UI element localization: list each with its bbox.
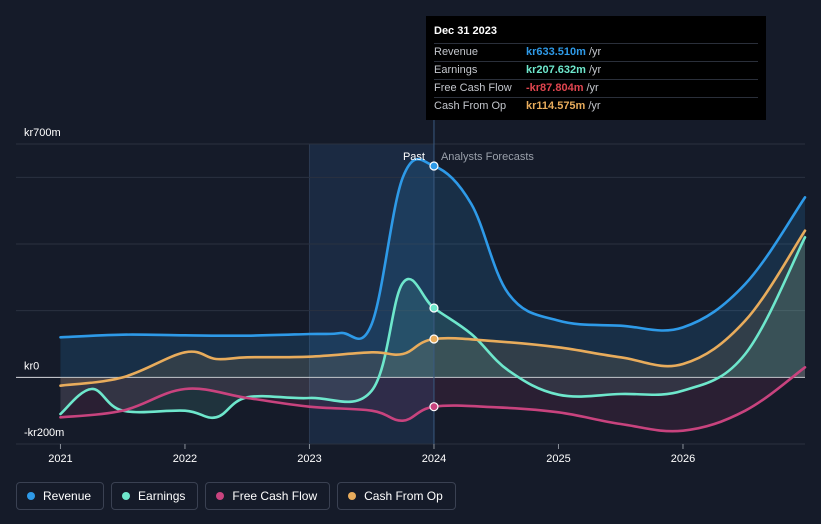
tooltip-row-free-cash-flow: Free Cash Flow -kr87.804m /yr [434, 79, 758, 97]
tooltip-row-earnings: Earnings kr207.632m /yr [434, 61, 758, 79]
y-tick-label: kr0 [24, 360, 39, 372]
legend-dot-icon [122, 492, 131, 500]
tooltip-label: Free Cash Flow [434, 82, 512, 94]
line-free-cash-flow [59, 366, 807, 433]
tooltip-label: Earnings [434, 64, 478, 76]
legend-item-cash-from-op[interactable]: Cash From Op [337, 482, 456, 510]
marker-revenue [429, 161, 439, 171]
marker-earnings [429, 303, 439, 313]
tooltip-unit: /yr [588, 46, 602, 58]
legend-label: Revenue [43, 489, 92, 503]
tooltip-unit: /yr [586, 82, 599, 94]
tooltip: Dec 31 2023 Revenue kr633.510m /yr Earni… [426, 16, 766, 120]
area-revenue [60, 159, 805, 378]
tooltip-label: Cash From Op [434, 100, 507, 112]
x-tick-label: 2023 [297, 453, 321, 465]
line-earnings [59, 236, 807, 420]
tooltip-row-cash-from-op: Cash From Op kr114.575m /yr [434, 97, 758, 115]
area-earnings [60, 237, 805, 418]
past-region-shade [309, 144, 434, 444]
past-label: Past [403, 151, 425, 163]
x-axis-ticks: 2021 2022 2023 2024 2025 2026 [48, 444, 695, 465]
area-free-cash-flow [60, 367, 805, 432]
legend-dot-icon [216, 492, 225, 500]
line-cash-from-op [59, 229, 807, 387]
tooltip-value: kr207.632m [526, 64, 586, 76]
series-lines [59, 157, 807, 433]
gridlines [16, 143, 805, 445]
line-revenue [59, 157, 807, 340]
legend-dot-icon [348, 492, 357, 500]
tooltip-label: Revenue [434, 46, 479, 58]
legend-item-free-cash-flow[interactable]: Free Cash Flow [205, 482, 331, 510]
legend-item-earnings[interactable]: Earnings [111, 482, 199, 510]
y-axis-ticks: kr700m kr0 -kr200m [24, 127, 64, 439]
tooltip-date: Dec 31 2023 [434, 25, 497, 37]
tooltip-unit: /yr [588, 64, 602, 76]
legend-dot-icon [27, 492, 35, 500]
tooltip-unit: /yr [588, 100, 601, 112]
forecast-label: Analysts Forecasts [441, 151, 534, 163]
x-tick-label: 2021 [48, 453, 72, 465]
tooltip-row-revenue: Revenue kr633.510m /yr [434, 43, 758, 61]
legend-item-revenue[interactable]: Revenue [16, 482, 105, 510]
x-tick-label: 2025 [546, 453, 570, 465]
marker-cash-from-op [429, 334, 439, 344]
x-tick-label: 2024 [422, 453, 446, 465]
marker-free-cash-flow [429, 402, 439, 412]
tooltip-value: kr633.510m [526, 46, 586, 58]
present-markers [429, 161, 439, 412]
legend: Revenue Earnings Free Cash Flow Cash Fro… [16, 482, 456, 510]
y-tick-label: kr700m [24, 127, 61, 139]
x-tick-label: 2022 [173, 453, 197, 465]
legend-label: Free Cash Flow [232, 489, 318, 503]
legend-label: Cash From Op [364, 489, 443, 503]
legend-label: Earnings [138, 489, 186, 503]
x-tick-label: 2026 [671, 453, 695, 465]
tooltip-value: -kr87.804m [526, 82, 584, 94]
series-areas [60, 159, 805, 432]
y-tick-label: -kr200m [24, 427, 64, 439]
tooltip-value: kr114.575m [526, 100, 586, 112]
